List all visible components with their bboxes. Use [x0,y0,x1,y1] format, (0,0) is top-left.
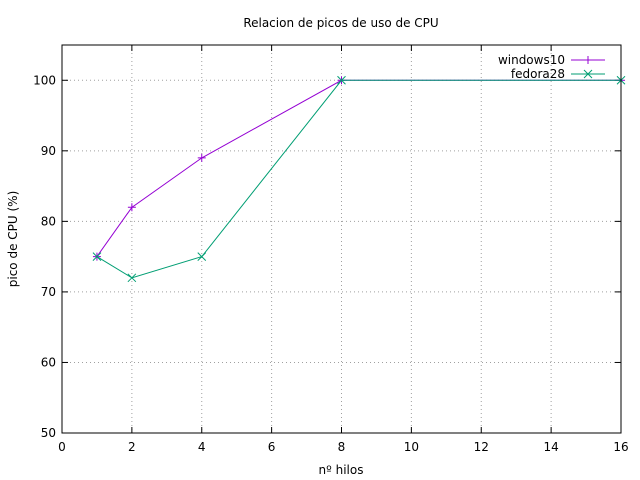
data-point-fedora28 [337,75,346,85]
y-axis-label: pico de CPU (%) [6,191,20,288]
y-tick-label: 80 [41,214,56,228]
legend-label-windows10: windows10 [498,53,565,67]
x-tick-label: 16 [613,440,628,454]
data-point-fedora28 [127,273,137,283]
x-tick-label: 0 [58,440,66,454]
legend-label-fedora28: fedora28 [511,67,565,81]
data-point-windows10 [197,153,206,162]
data-point-fedora28 [92,252,102,261]
y-tick-label: 70 [41,285,56,299]
x-tick-label: 6 [268,440,276,454]
x-tick-label: 12 [474,440,489,454]
grid-lines [62,45,621,433]
axis-ticks: 0 2 4 6 8 10 12 14 16 50 60 70 80 90 100 [33,45,629,454]
y-tick-label: 100 [33,73,56,87]
legend-marker-point [583,69,593,79]
x-tick-label: 4 [198,440,206,454]
y-tick-label: 60 [41,355,56,369]
legend-marker-windows10 [584,56,592,64]
legend: windows10 fedora28 [498,53,605,81]
y-tick-label: 50 [41,426,56,440]
data-point-windows10 [127,203,136,212]
plot-frame [61,44,622,434]
x-tick-label: 2 [128,440,136,454]
series-lines [92,75,626,283]
chart-title: Relacion de picos de uso de CPU [243,16,438,30]
x-tick-label: 10 [404,440,419,454]
x-tick-label: 14 [543,440,558,454]
series-line-windows10 [96,79,621,257]
legend-marker-point [584,56,592,64]
data-point-fedora28 [197,252,207,261]
legend-marker-fedora28 [583,69,593,79]
y-tick-label: 90 [41,144,56,158]
series-line-fedora28 [96,79,621,279]
x-axis-label: nº hilos [319,463,364,477]
x-tick-label: 8 [338,440,346,454]
